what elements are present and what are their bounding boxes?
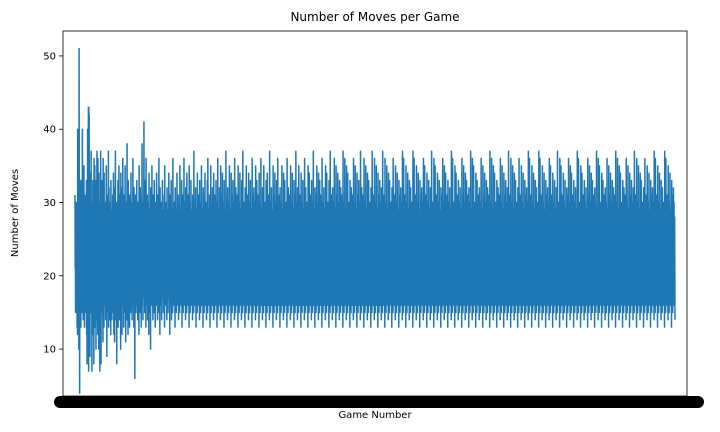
y-tick-label: 10 bbox=[43, 345, 56, 356]
y-axis: 10 20 30 40 50 bbox=[43, 51, 63, 356]
x-tick-labels-overlap bbox=[54, 396, 704, 408]
y-tick-label: 20 bbox=[43, 271, 56, 282]
y-tick-label: 50 bbox=[43, 51, 56, 62]
x-axis bbox=[54, 396, 704, 408]
y-axis-label: Number of Moves bbox=[10, 169, 21, 257]
series-line bbox=[74, 47, 676, 394]
y-tick-label: 30 bbox=[43, 198, 56, 209]
chart-title: Number of Moves per Game bbox=[290, 10, 459, 24]
y-tick-label: 40 bbox=[43, 125, 56, 136]
x-axis-label: Game Number bbox=[338, 410, 412, 421]
